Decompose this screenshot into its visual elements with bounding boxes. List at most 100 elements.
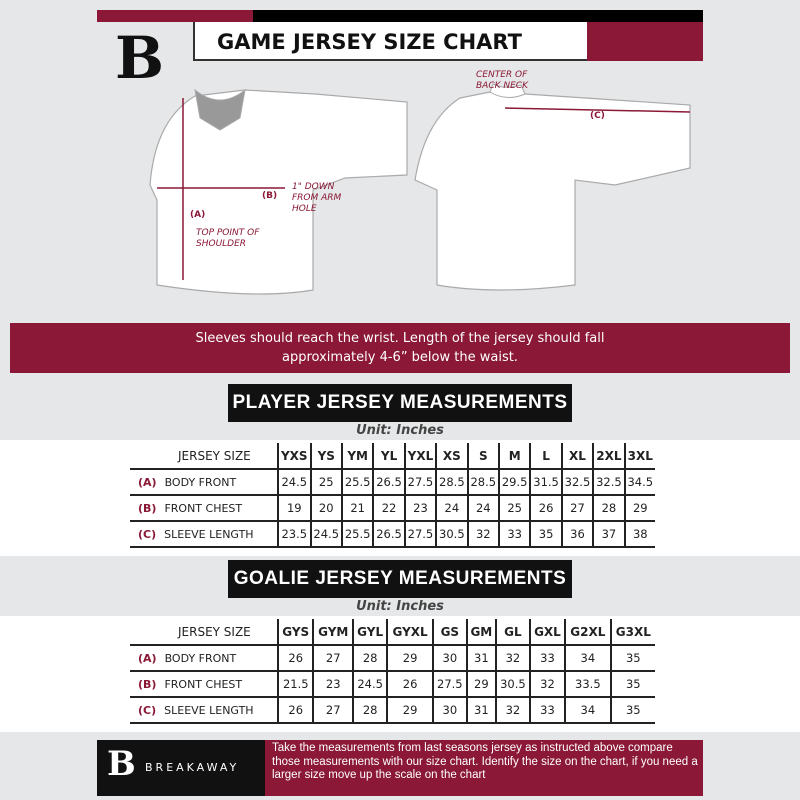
measurement-value: 20 — [309, 494, 343, 522]
measurement-key: (A) — [138, 475, 157, 489]
measurement-value: 34.5 — [623, 468, 655, 496]
measurement-value: 27.5 — [431, 670, 468, 698]
footer-brand-name: BREAKAWAY — [145, 761, 240, 774]
measurement-value: 33 — [528, 644, 567, 672]
measurement-key: (B) — [138, 501, 157, 515]
measurement-label: (A) BODY FRONT — [130, 468, 279, 496]
footer-logo: B — [107, 744, 136, 784]
measurement-label: (C) SLEEVE LENGTH — [130, 696, 279, 724]
measurement-value: 33 — [497, 520, 532, 548]
measurement-name: FRONT CHEST — [164, 501, 243, 515]
size-header: GYXL — [386, 619, 434, 646]
page-title: GAME JERSEY SIZE CHART — [193, 22, 587, 61]
size-header: G2XL — [564, 619, 612, 646]
measurement-value: 29 — [386, 696, 434, 724]
footer-brand: B BREAKAWAY — [97, 740, 265, 796]
label-b: (B) — [262, 191, 278, 201]
measurement-key: (C) — [138, 527, 157, 541]
note-b: 1" DOWN FROM ARM HOLE — [292, 182, 342, 214]
top-bar-accent — [97, 10, 253, 22]
measurement-value: 37 — [592, 520, 626, 548]
goalie-section-title: GOALIE JERSEY MEASUREMENTS — [228, 560, 572, 598]
measurement-value: 24.5 — [277, 468, 312, 496]
measure-line-c — [504, 107, 691, 113]
table-row: (A) BODY FRONT 24.5 25 25.5 26.5 27.5 28.5 28.5 2… — [130, 468, 655, 496]
size-header: YL — [372, 443, 406, 470]
measurement-value: 24 — [466, 494, 500, 522]
measurement-value: 23.5 — [277, 520, 312, 548]
measurement-key: (C) — [138, 703, 157, 717]
measurement-value: 28.5 — [435, 468, 469, 496]
measurement-value: 34 — [564, 696, 612, 724]
measurement-name: SLEEVE LENGTH — [164, 527, 254, 541]
size-header: S — [466, 443, 500, 470]
jersey-size-header: JERSEY SIZE — [130, 619, 279, 646]
measurement-value: 24.5 — [352, 670, 389, 698]
note-c: CENTER OF BACK NECK — [476, 70, 528, 91]
measurement-value: 35 — [529, 520, 563, 548]
measurement-value: 27.5 — [403, 468, 438, 496]
measurement-value: 19 — [277, 494, 312, 522]
table-row: (C) SLEEVE LENGTH 26 27 28 29 30 31 32 33 34 35 — [130, 696, 655, 724]
measurement-value: 32 — [528, 670, 567, 698]
player-section-title: PLAYER JERSEY MEASUREMENTS — [228, 384, 572, 422]
measurement-value: 27 — [560, 494, 595, 522]
measurement-value: 28 — [352, 644, 389, 672]
size-header: 2XL — [592, 443, 626, 470]
measurement-value: 34 — [564, 644, 612, 672]
title-accent — [587, 22, 703, 61]
banner-line-1: Sleeves should reach the wrist. Length o… — [195, 331, 605, 346]
player-size-table: JERSEY SIZE YXS YS YM YL YXL XS S M L XL 2XL 3XL (A) B… — [130, 443, 655, 548]
measurement-value: 32 — [494, 644, 531, 672]
table-header-row: JERSEY SIZE GYS GYM GYL GYXL GS GM GL GXL G2XL G3X… — [130, 619, 655, 646]
measurement-value: 23 — [312, 670, 355, 698]
measurement-value: 35 — [609, 670, 655, 698]
size-header: L — [529, 443, 563, 470]
size-header: M — [497, 443, 532, 470]
front-jersey — [149, 89, 408, 295]
size-header: YXS — [277, 443, 312, 470]
note-a: TOP POINT OF SHOULDER — [196, 228, 260, 249]
measurement-value: 26 — [386, 670, 434, 698]
measurement-value: 28 — [352, 696, 389, 724]
measurement-value: 24.5 — [309, 520, 343, 548]
measurement-value: 32.5 — [560, 468, 595, 496]
back-jersey — [414, 91, 691, 291]
measurement-value: 36 — [560, 520, 595, 548]
measurement-label: (B) FRONT CHEST — [130, 494, 279, 522]
measurement-value: 27 — [312, 696, 355, 724]
measurement-value: 26 — [529, 494, 563, 522]
measurement-value: 21.5 — [276, 670, 315, 698]
measurement-name: BODY FRONT — [164, 651, 237, 665]
front-collar — [194, 88, 246, 131]
measurement-value: 29 — [465, 670, 497, 698]
measurement-value: 29 — [386, 644, 434, 672]
size-header: G3XL — [609, 619, 655, 646]
label-c: (C) — [590, 111, 605, 121]
measurement-value: 30 — [431, 644, 468, 672]
size-header: GXL — [528, 619, 567, 646]
measurement-value: 30.5 — [494, 670, 531, 698]
measurement-value: 30.5 — [435, 520, 469, 548]
size-header: 3XL — [623, 443, 655, 470]
goalie-size-table: JERSEY SIZE GYS GYM GYL GYXL GS GM GL GXL G2XL G3X… — [130, 619, 655, 724]
measurement-key: (B) — [138, 677, 157, 691]
measurement-value: 26.5 — [372, 468, 406, 496]
measurement-value: 27.5 — [403, 520, 438, 548]
back-collar — [489, 83, 526, 98]
measurement-value: 32.5 — [592, 468, 626, 496]
measurement-label: (B) FRONT CHEST — [130, 670, 279, 698]
measurement-value: 38 — [623, 520, 655, 548]
footer-instructions: Take the measurements from last seasons … — [265, 740, 703, 796]
measurement-value: 27 — [312, 644, 355, 672]
jersey-size-header: JERSEY SIZE — [130, 443, 279, 470]
brand-logo: B — [115, 24, 165, 92]
size-header: XS — [435, 443, 469, 470]
measurement-value: 26 — [276, 696, 315, 724]
size-header: GYM — [312, 619, 355, 646]
measurement-value: 24 — [435, 494, 469, 522]
measurement-value: 32 — [494, 696, 531, 724]
banner-line-2: approximately 4-6” below the waist. — [282, 350, 518, 365]
table-row: (C) SLEEVE LENGTH 23.5 24.5 25.5 26.5 27.5 30.5… — [130, 520, 655, 548]
measurement-value: 29.5 — [497, 468, 532, 496]
